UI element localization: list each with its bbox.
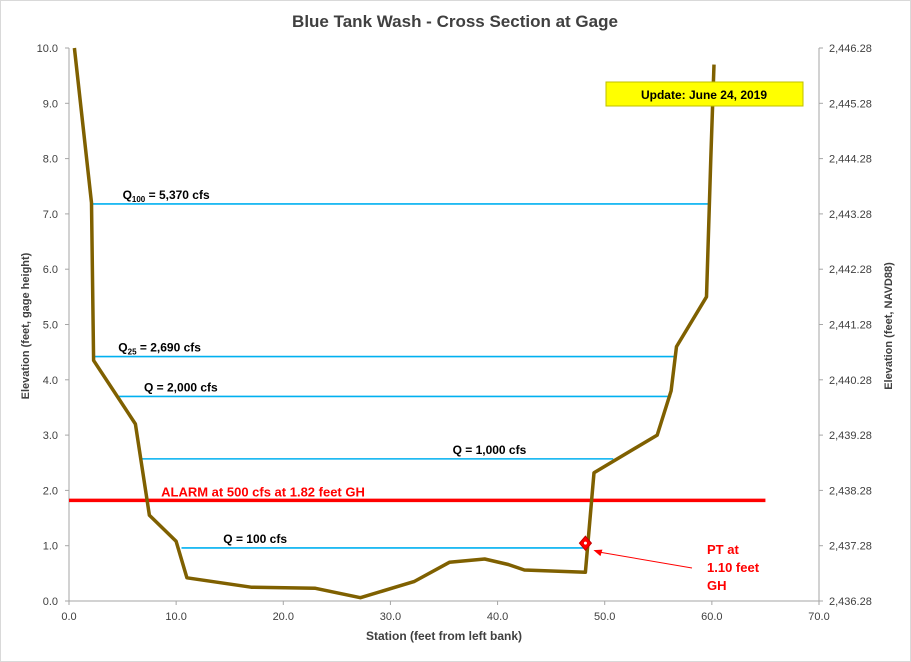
cross-section-group bbox=[72, 47, 716, 600]
x-tick-label: 50.0 bbox=[594, 611, 615, 623]
alarm-line-group: ALARM at 500 cfs at 1.82 feet GH bbox=[69, 484, 766, 503]
flow-label: Q100 = 5,370 cfs bbox=[123, 188, 210, 204]
y-tick-label-left: 2.0 bbox=[43, 485, 58, 497]
y-tick-label-right: 2,444.28 bbox=[829, 154, 872, 166]
y-tick-label-right: 2,441.28 bbox=[829, 320, 872, 332]
pt-group: PT at 1.10 feet GH bbox=[578, 535, 760, 593]
y-axis-label-left: Elevation (feet, gage height) bbox=[20, 252, 32, 399]
alarm-label: ALARM at 500 cfs at 1.82 feet GH bbox=[161, 484, 365, 499]
pt-arrow-head bbox=[593, 549, 603, 557]
y-tick-label-right: 2,446.28 bbox=[829, 43, 872, 55]
y-tick-label-right: 2,442.28 bbox=[829, 264, 872, 276]
x-tick-label: 30.0 bbox=[380, 611, 401, 623]
y-tick-label-left: 6.0 bbox=[43, 264, 58, 276]
x-tick-label: 70.0 bbox=[808, 611, 829, 623]
y-tick-label-right: 2,443.28 bbox=[829, 209, 872, 221]
y-tick-label-left: 3.0 bbox=[43, 430, 58, 442]
y-tick-label-right: 2,445.28 bbox=[829, 98, 872, 110]
y-tick-label-right: 2,437.28 bbox=[829, 541, 872, 553]
chart-title: Blue Tank Wash - Cross Section at Gage bbox=[292, 12, 618, 31]
y-tick-label-left: 10.0 bbox=[37, 43, 58, 55]
pt-label-line: 1.10 feet bbox=[707, 560, 760, 575]
y-axis-label-right: Elevation (feet, NAVD88) bbox=[883, 262, 895, 390]
x-tick-label: 10.0 bbox=[165, 611, 186, 623]
y-tick-label-right: 2,438.28 bbox=[829, 485, 872, 497]
y-tick-label-left: 5.0 bbox=[43, 320, 58, 332]
flow-lines: Q100 = 5,370 cfs Q25 = 2,690 cfs Q = 2,000… bbox=[91, 188, 710, 549]
x-tick-label: 60.0 bbox=[701, 611, 722, 623]
flow-label: Q = 1,000 cfs bbox=[453, 443, 527, 457]
x-tick-label: 0.0 bbox=[61, 611, 76, 623]
y-tick-label-left: 9.0 bbox=[43, 98, 58, 110]
x-axis-label: Station (feet from left bank) bbox=[366, 629, 522, 643]
pt-arrow-line bbox=[599, 551, 693, 569]
flow-label: Q = 100 cfs bbox=[223, 532, 287, 546]
y-tick-label-right: 2,439.28 bbox=[829, 430, 872, 442]
update-box-text: Update: June 24, 2019 bbox=[641, 88, 767, 102]
update-box: Update: June 24, 2019 bbox=[605, 81, 804, 107]
y-tick-label-left: 0.0 bbox=[43, 596, 58, 608]
y-tick-label-right: 2,436.28 bbox=[829, 596, 872, 608]
axes: 0.0 10.0 20.0 30.0 40.0 50.0 60.0 70.0 0.0 1.0 2.0… bbox=[37, 43, 872, 623]
pt-label-line: GH bbox=[707, 578, 727, 593]
x-tick-label: 40.0 bbox=[487, 611, 508, 623]
pt-marker-center bbox=[583, 541, 587, 545]
x-tick-label: 20.0 bbox=[273, 611, 294, 623]
y-tick-label-left: 8.0 bbox=[43, 154, 58, 166]
flow-label: Q25 = 2,690 cfs bbox=[118, 341, 201, 357]
y-tick-label-left: 4.0 bbox=[43, 375, 58, 387]
pt-label-line: PT at bbox=[707, 542, 739, 557]
flow-label: Q = 2,000 cfs bbox=[144, 380, 218, 394]
y-tick-label-left: 7.0 bbox=[43, 209, 58, 221]
y-tick-label-right: 2,440.28 bbox=[829, 375, 872, 387]
cross-section-line bbox=[72, 47, 716, 600]
y-tick-label-left: 1.0 bbox=[43, 541, 58, 553]
